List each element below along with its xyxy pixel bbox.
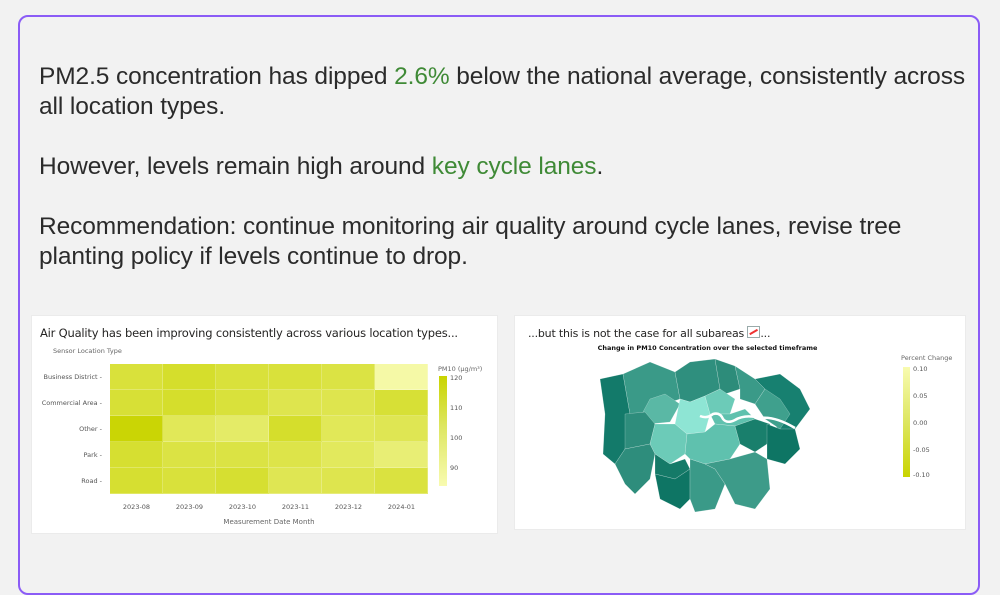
- heatmap-cell[interactable]: [163, 416, 216, 442]
- legend-title: PM10 (μg/m³): [438, 365, 483, 373]
- y-axis-label: Commercial Area -: [41, 399, 102, 407]
- legend-tick: -0.05: [913, 446, 930, 454]
- legend-tick: 0.05: [913, 392, 928, 400]
- map-subtitle: Change in PM10 Concentration over the se…: [597, 344, 818, 352]
- heatmap-cell[interactable]: [269, 468, 322, 494]
- heatmap-cell[interactable]: [163, 442, 216, 468]
- legend-tick: 90: [450, 464, 459, 472]
- x-axis-label: 2023-10: [228, 503, 257, 511]
- heatmap-cell[interactable]: [375, 442, 428, 468]
- narrative-text: PM2.5 concentration has dipped 2.6% belo…: [39, 62, 979, 302]
- recommendation-paragraph: Recommendation: continue monitoring air …: [39, 213, 902, 270]
- heatmap-cell[interactable]: [110, 442, 163, 468]
- heatmap-cell[interactable]: [216, 468, 269, 494]
- x-axis-labels: 2023-08 2023-09 2023-10 2023-11 2023-12 2024-…: [110, 503, 428, 511]
- y-axis-title: Sensor Location Type: [53, 347, 122, 355]
- caveat-paragraph: However, levels remain high around key c…: [39, 153, 604, 180]
- heatmap-cell[interactable]: [375, 364, 428, 390]
- heatmap-cell[interactable]: [375, 468, 428, 494]
- heatmap-cell[interactable]: [110, 390, 163, 416]
- x-axis-label: 2023-09: [175, 503, 204, 511]
- heatmap-cell[interactable]: [216, 442, 269, 468]
- heatmap-cell[interactable]: [110, 468, 163, 494]
- legend-tick: 110: [450, 404, 463, 412]
- y-axis-label: Road -: [81, 477, 102, 485]
- map-card[interactable]: ...but this is not the case for all suba…: [515, 316, 965, 529]
- legend-tick: 0.10: [913, 365, 928, 373]
- heatmap-cell[interactable]: [216, 390, 269, 416]
- heatmap-cell[interactable]: [375, 390, 428, 416]
- x-axis-title: Measurement Date Month: [223, 518, 315, 526]
- heatmap-cell[interactable]: [322, 390, 375, 416]
- color-scale-bar: [903, 367, 910, 477]
- legend-tick: 0.00: [913, 419, 928, 427]
- heatmap-cell[interactable]: [375, 416, 428, 442]
- highlight-percent: 2.6%: [394, 63, 450, 90]
- thames-river: [699, 412, 796, 430]
- map-title: ...but this is not the case for all suba…: [528, 326, 771, 340]
- y-axis-labels: Business District - Commercial Area - Othe…: [32, 364, 104, 494]
- finding-paragraph: PM2.5 concentration has dipped 2.6% belo…: [39, 63, 966, 120]
- x-axis-label: 2024-01: [387, 503, 416, 511]
- heatmap-card[interactable]: Air Quality has been improving consisten…: [32, 316, 497, 533]
- legend-tick: 100: [450, 434, 463, 442]
- heatmap-grid[interactable]: [110, 364, 428, 494]
- legend-title: Percent Change: [901, 354, 953, 362]
- highlight-cycle-lanes: key cycle lanes: [431, 153, 597, 180]
- heatmap-cell[interactable]: [322, 442, 375, 468]
- x-axis-label: 2023-12: [334, 503, 363, 511]
- heatmap-cell[interactable]: [163, 364, 216, 390]
- heatmap-cell[interactable]: [322, 416, 375, 442]
- y-axis-label: Business District -: [43, 373, 103, 381]
- heatmap-cell[interactable]: [269, 416, 322, 442]
- heatmap-cell[interactable]: [110, 416, 163, 442]
- x-axis-label: 2023-08: [122, 503, 151, 511]
- london-choropleth-map[interactable]: [595, 354, 825, 514]
- heatmap-cell[interactable]: [269, 364, 322, 390]
- heatmap-cell[interactable]: [269, 390, 322, 416]
- heatmap-cell[interactable]: [269, 442, 322, 468]
- chart-increasing-icon: [747, 326, 761, 338]
- heatmap-cell[interactable]: [216, 416, 269, 442]
- heatmap-cell[interactable]: [322, 364, 375, 390]
- y-axis-label: Other -: [79, 425, 102, 433]
- legend-tick: 120: [450, 374, 463, 382]
- heatmap-cell[interactable]: [163, 390, 216, 416]
- heatmap-title: Air Quality has been improving consisten…: [40, 326, 458, 340]
- heatmap-cell[interactable]: [322, 468, 375, 494]
- heatmap-cell[interactable]: [216, 364, 269, 390]
- y-axis-label: Park -: [83, 451, 102, 459]
- legend-tick: -0.10: [913, 471, 930, 479]
- x-axis-label: 2023-11: [281, 503, 310, 511]
- heatmap-cell[interactable]: [110, 364, 163, 390]
- color-scale-bar: [439, 376, 447, 486]
- heatmap-cell[interactable]: [163, 468, 216, 494]
